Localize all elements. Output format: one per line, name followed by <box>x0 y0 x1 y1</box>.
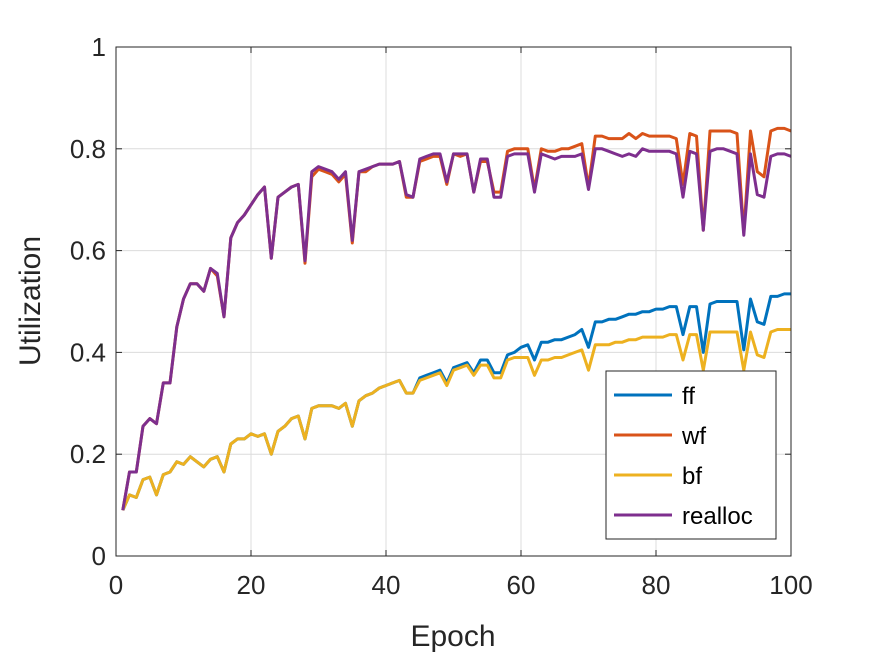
x-tick-label: 0 <box>109 570 123 600</box>
x-tick-label: 100 <box>769 570 812 600</box>
x-axis-label: Epoch <box>410 620 495 653</box>
series-lines <box>121 126 792 511</box>
series-line-bf <box>121 328 791 511</box>
legend-label-bf: bf <box>682 463 702 490</box>
legend-label-ff: ff <box>682 383 695 410</box>
tick-labels: 0 20 40 60 80 100 0 0.2 0.4 0.6 0.8 1 <box>70 32 813 600</box>
x-tick-label: 80 <box>642 570 671 600</box>
x-tick-label: 60 <box>507 570 536 600</box>
legend: ff wf bf realloc <box>605 370 777 540</box>
legend-box <box>605 370 777 540</box>
y-tick-label: 0.4 <box>70 337 106 367</box>
y-tick-label: 0.8 <box>70 134 106 164</box>
legend-label-wf: wf <box>681 423 706 450</box>
y-tick-label: 0.6 <box>70 236 106 266</box>
y-axis-label: Utilization <box>14 236 47 366</box>
series-line-realloc <box>121 147 792 511</box>
y-tick-label: 0 <box>92 541 106 571</box>
x-tick-label: 40 <box>372 570 401 600</box>
y-tick-label: 1 <box>92 32 106 62</box>
axis-ticks <box>115 46 792 557</box>
y-tick-label: 0.2 <box>70 439 106 469</box>
axes-box <box>115 46 792 557</box>
x-tick-label: 20 <box>237 570 266 600</box>
legend-label-realloc: realloc <box>682 503 753 530</box>
